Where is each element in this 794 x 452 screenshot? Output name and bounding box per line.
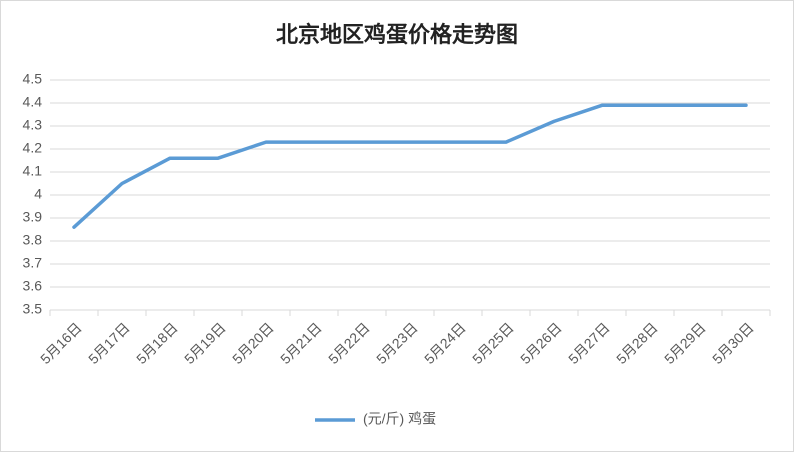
- y-tick-label: 4: [34, 186, 42, 202]
- y-tick-label: 3.7: [23, 255, 43, 271]
- y-tick-label: 4.2: [23, 140, 43, 156]
- y-tick-label: 3.8: [23, 232, 43, 248]
- y-tick-label: 3.6: [23, 278, 43, 294]
- y-tick-label: 3.5: [23, 301, 43, 317]
- y-tick-label: 4.3: [23, 117, 43, 133]
- y-tick-label: 4.4: [23, 94, 43, 110]
- chart-title: 北京地区鸡蛋价格走势图: [276, 22, 518, 47]
- legend-label: (元/斤) 鸡蛋: [363, 411, 436, 427]
- series-line: [72, 103, 748, 229]
- y-tick-label: 4.1: [23, 163, 43, 179]
- y-tick-label: 3.9: [23, 209, 43, 225]
- y-tick-label: 4.5: [23, 71, 43, 87]
